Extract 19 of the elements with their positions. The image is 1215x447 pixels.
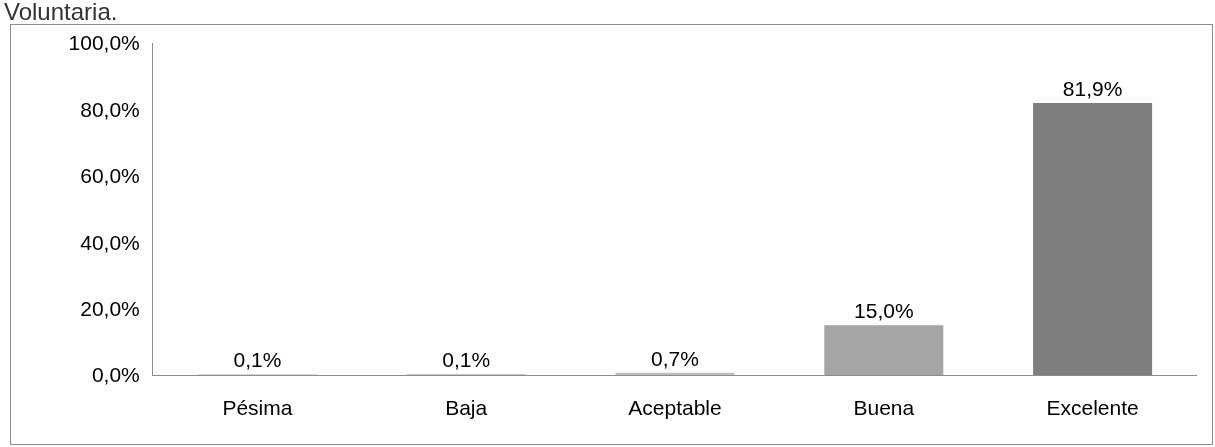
y-tick-label: 80,0% bbox=[80, 97, 140, 121]
data-label: 0,1% bbox=[233, 348, 282, 371]
y-tick-label: 100,0% bbox=[68, 31, 140, 55]
chart-title: Voluntaria. bbox=[4, 0, 118, 26]
y-tick-label: 40,0% bbox=[80, 230, 140, 254]
x-tick-label: Buena bbox=[853, 396, 915, 420]
y-tick-label: 60,0% bbox=[80, 164, 140, 188]
data-label: 15,0% bbox=[854, 299, 914, 323]
x-tick-label: Aceptable bbox=[628, 396, 722, 420]
x-tick-label: Excelente bbox=[1046, 396, 1139, 420]
y-tick-label: 0,0% bbox=[91, 363, 140, 387]
x-tick-label: Pésima bbox=[222, 396, 293, 420]
data-label: 0,7% bbox=[651, 346, 699, 370]
data-label: 81,9% bbox=[1062, 77, 1123, 101]
bar bbox=[1033, 103, 1153, 375]
x-tick-label: Baja bbox=[445, 396, 488, 420]
bar bbox=[824, 325, 944, 375]
y-tick-label: 20,0% bbox=[80, 296, 140, 320]
data-label: 0,1% bbox=[442, 348, 491, 371]
